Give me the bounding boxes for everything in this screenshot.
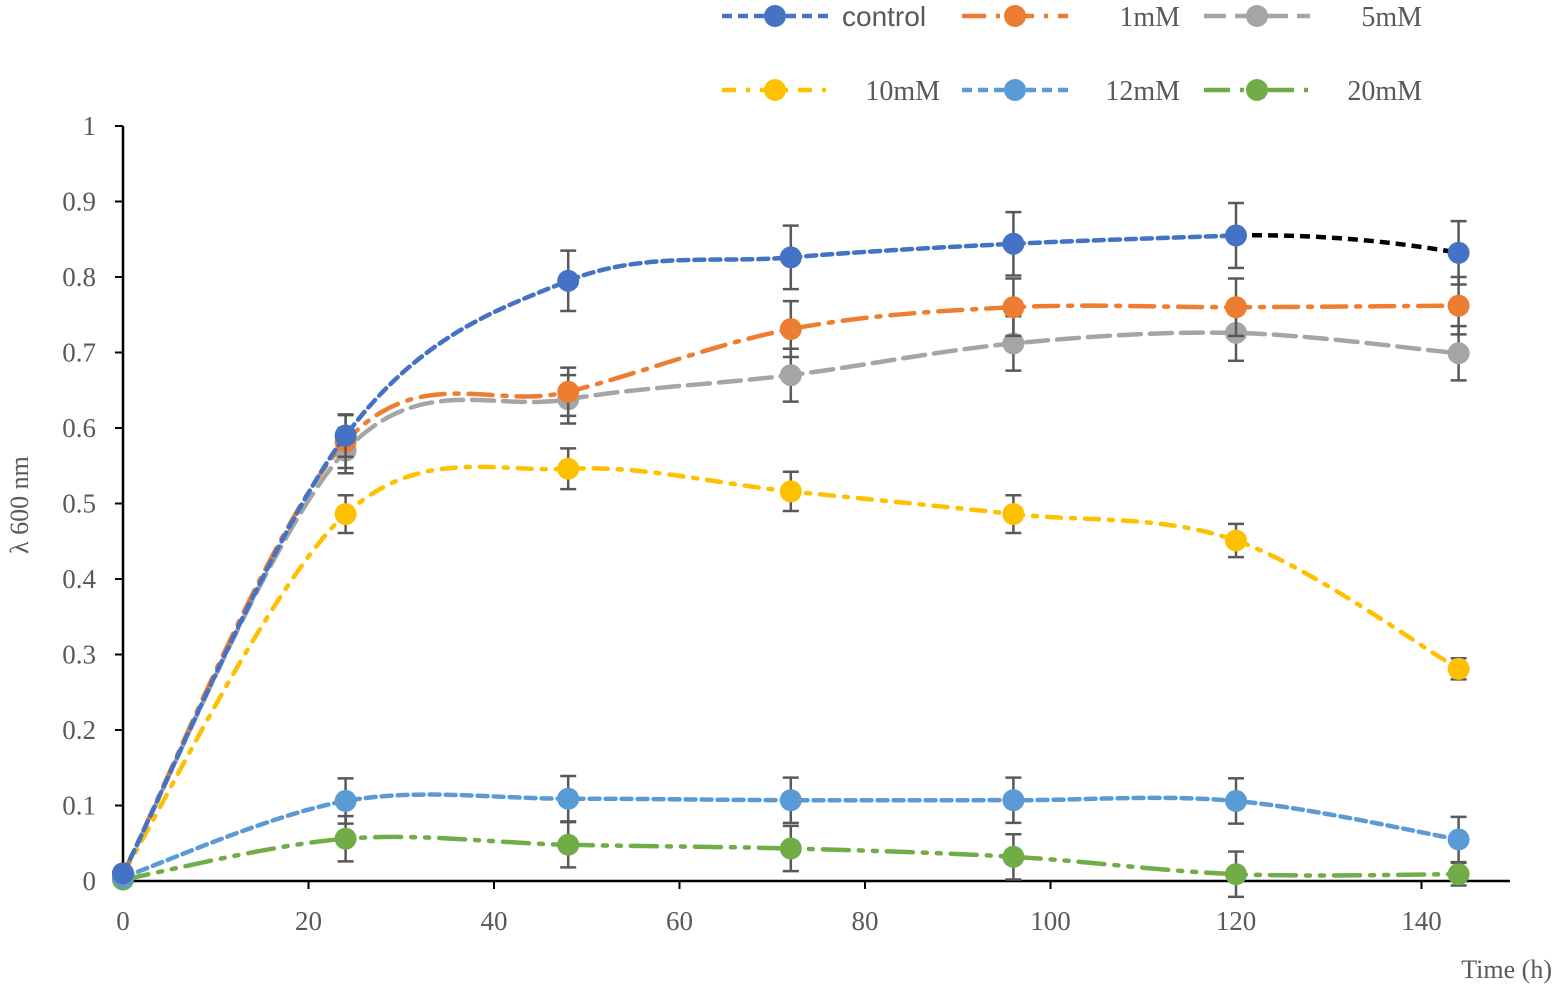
data-point	[1002, 296, 1025, 319]
legend-label: 20mM	[1347, 76, 1422, 107]
data-point	[1225, 224, 1247, 247]
series-control	[112, 201, 1470, 885]
series-layer	[112, 201, 1470, 899]
x-tick-label: 40	[481, 906, 508, 936]
data-point	[334, 503, 357, 526]
data-point	[334, 424, 357, 447]
x-tick-label: 140	[1401, 906, 1442, 936]
data-point	[112, 862, 134, 885]
data-point	[779, 837, 802, 860]
legend-item-control: control	[722, 1, 926, 32]
data-point	[779, 789, 802, 812]
y-tick-label: 0	[83, 866, 97, 896]
data-point	[1447, 241, 1470, 264]
legend-marker	[1004, 5, 1026, 27]
legend-item-5mM: 5mM	[1204, 2, 1422, 33]
legend-label: control	[842, 1, 926, 32]
y-tick-label: 0.6	[62, 413, 96, 443]
y-tick-label: 0.3	[62, 640, 96, 670]
data-point	[557, 787, 580, 810]
x-tick-label: 0	[116, 906, 130, 936]
data-point	[779, 318, 802, 341]
y-axis: 0 0.1 0.2 0.3 0.4 0.5 0.6 0.7 0.8 0.9 1	[62, 111, 125, 896]
data-point	[557, 380, 580, 403]
data-point	[1225, 296, 1247, 319]
data-point	[334, 827, 357, 850]
x-tick-label: 60	[666, 906, 693, 936]
legend-marker	[764, 5, 786, 27]
chart-legend: control 1mM 5mM 10mM 12mM 20mM	[722, 1, 1422, 107]
y-tick-label: 0.9	[62, 187, 96, 217]
x-tick-label: 120	[1216, 906, 1257, 936]
data-point	[1002, 332, 1025, 355]
y-tick-label: 0.8	[62, 262, 96, 292]
data-point	[1002, 789, 1025, 812]
legend-marker	[1004, 79, 1026, 101]
data-point	[1447, 657, 1470, 680]
y-tick-label: 0.1	[62, 791, 96, 821]
data-point	[779, 246, 802, 269]
data-point	[1225, 863, 1247, 886]
y-tick-label: 0.7	[62, 338, 96, 368]
data-point	[557, 833, 580, 856]
data-point	[557, 457, 580, 480]
data-point	[1225, 529, 1247, 552]
series-10mM	[112, 447, 1470, 885]
series-line	[120, 233, 1239, 876]
series-20mM	[112, 814, 1470, 899]
legend-item-12mM: 12mM	[962, 76, 1180, 107]
legend-item-20mM: 20mM	[1204, 76, 1422, 107]
x-axis-title: Time (h)	[1461, 955, 1552, 984]
legend-marker	[1246, 5, 1268, 27]
data-point	[779, 480, 802, 503]
x-tick-label: 20	[295, 906, 322, 936]
legend-item-10mM: 10mM	[722, 76, 940, 107]
legend-marker	[764, 79, 786, 101]
data-point	[1225, 789, 1247, 812]
y-tick-label: 0.5	[62, 489, 96, 519]
data-point	[1447, 294, 1470, 317]
x-tick-label: 80	[852, 906, 879, 936]
y-axis-title: λ 600 nm	[5, 456, 34, 554]
data-point	[779, 364, 802, 387]
x-axis: 0 20 40 60 80 100 120 140	[116, 879, 1510, 936]
y-tick-label: 1	[83, 111, 97, 141]
data-point	[1002, 845, 1025, 868]
legend-marker	[1246, 79, 1268, 101]
legend-label: 12mM	[1105, 76, 1180, 107]
legend-item-1mM: 1mM	[962, 2, 1180, 33]
y-tick-label: 0.4	[62, 564, 96, 594]
series-line-last-segment	[1235, 233, 1459, 256]
data-point	[557, 269, 580, 292]
data-point	[1447, 863, 1470, 886]
data-point	[1002, 232, 1025, 255]
legend-label: 10mM	[865, 76, 940, 107]
legend-label: 1mM	[1119, 2, 1180, 33]
data-point	[1447, 342, 1470, 365]
legend-label: 5mM	[1361, 2, 1422, 33]
series-12mM	[112, 774, 1470, 889]
y-tick-label: 0.2	[62, 715, 96, 745]
data-point	[334, 789, 357, 812]
data-point	[1002, 503, 1025, 526]
data-point	[1447, 828, 1470, 851]
x-tick-label: 100	[1030, 906, 1071, 936]
